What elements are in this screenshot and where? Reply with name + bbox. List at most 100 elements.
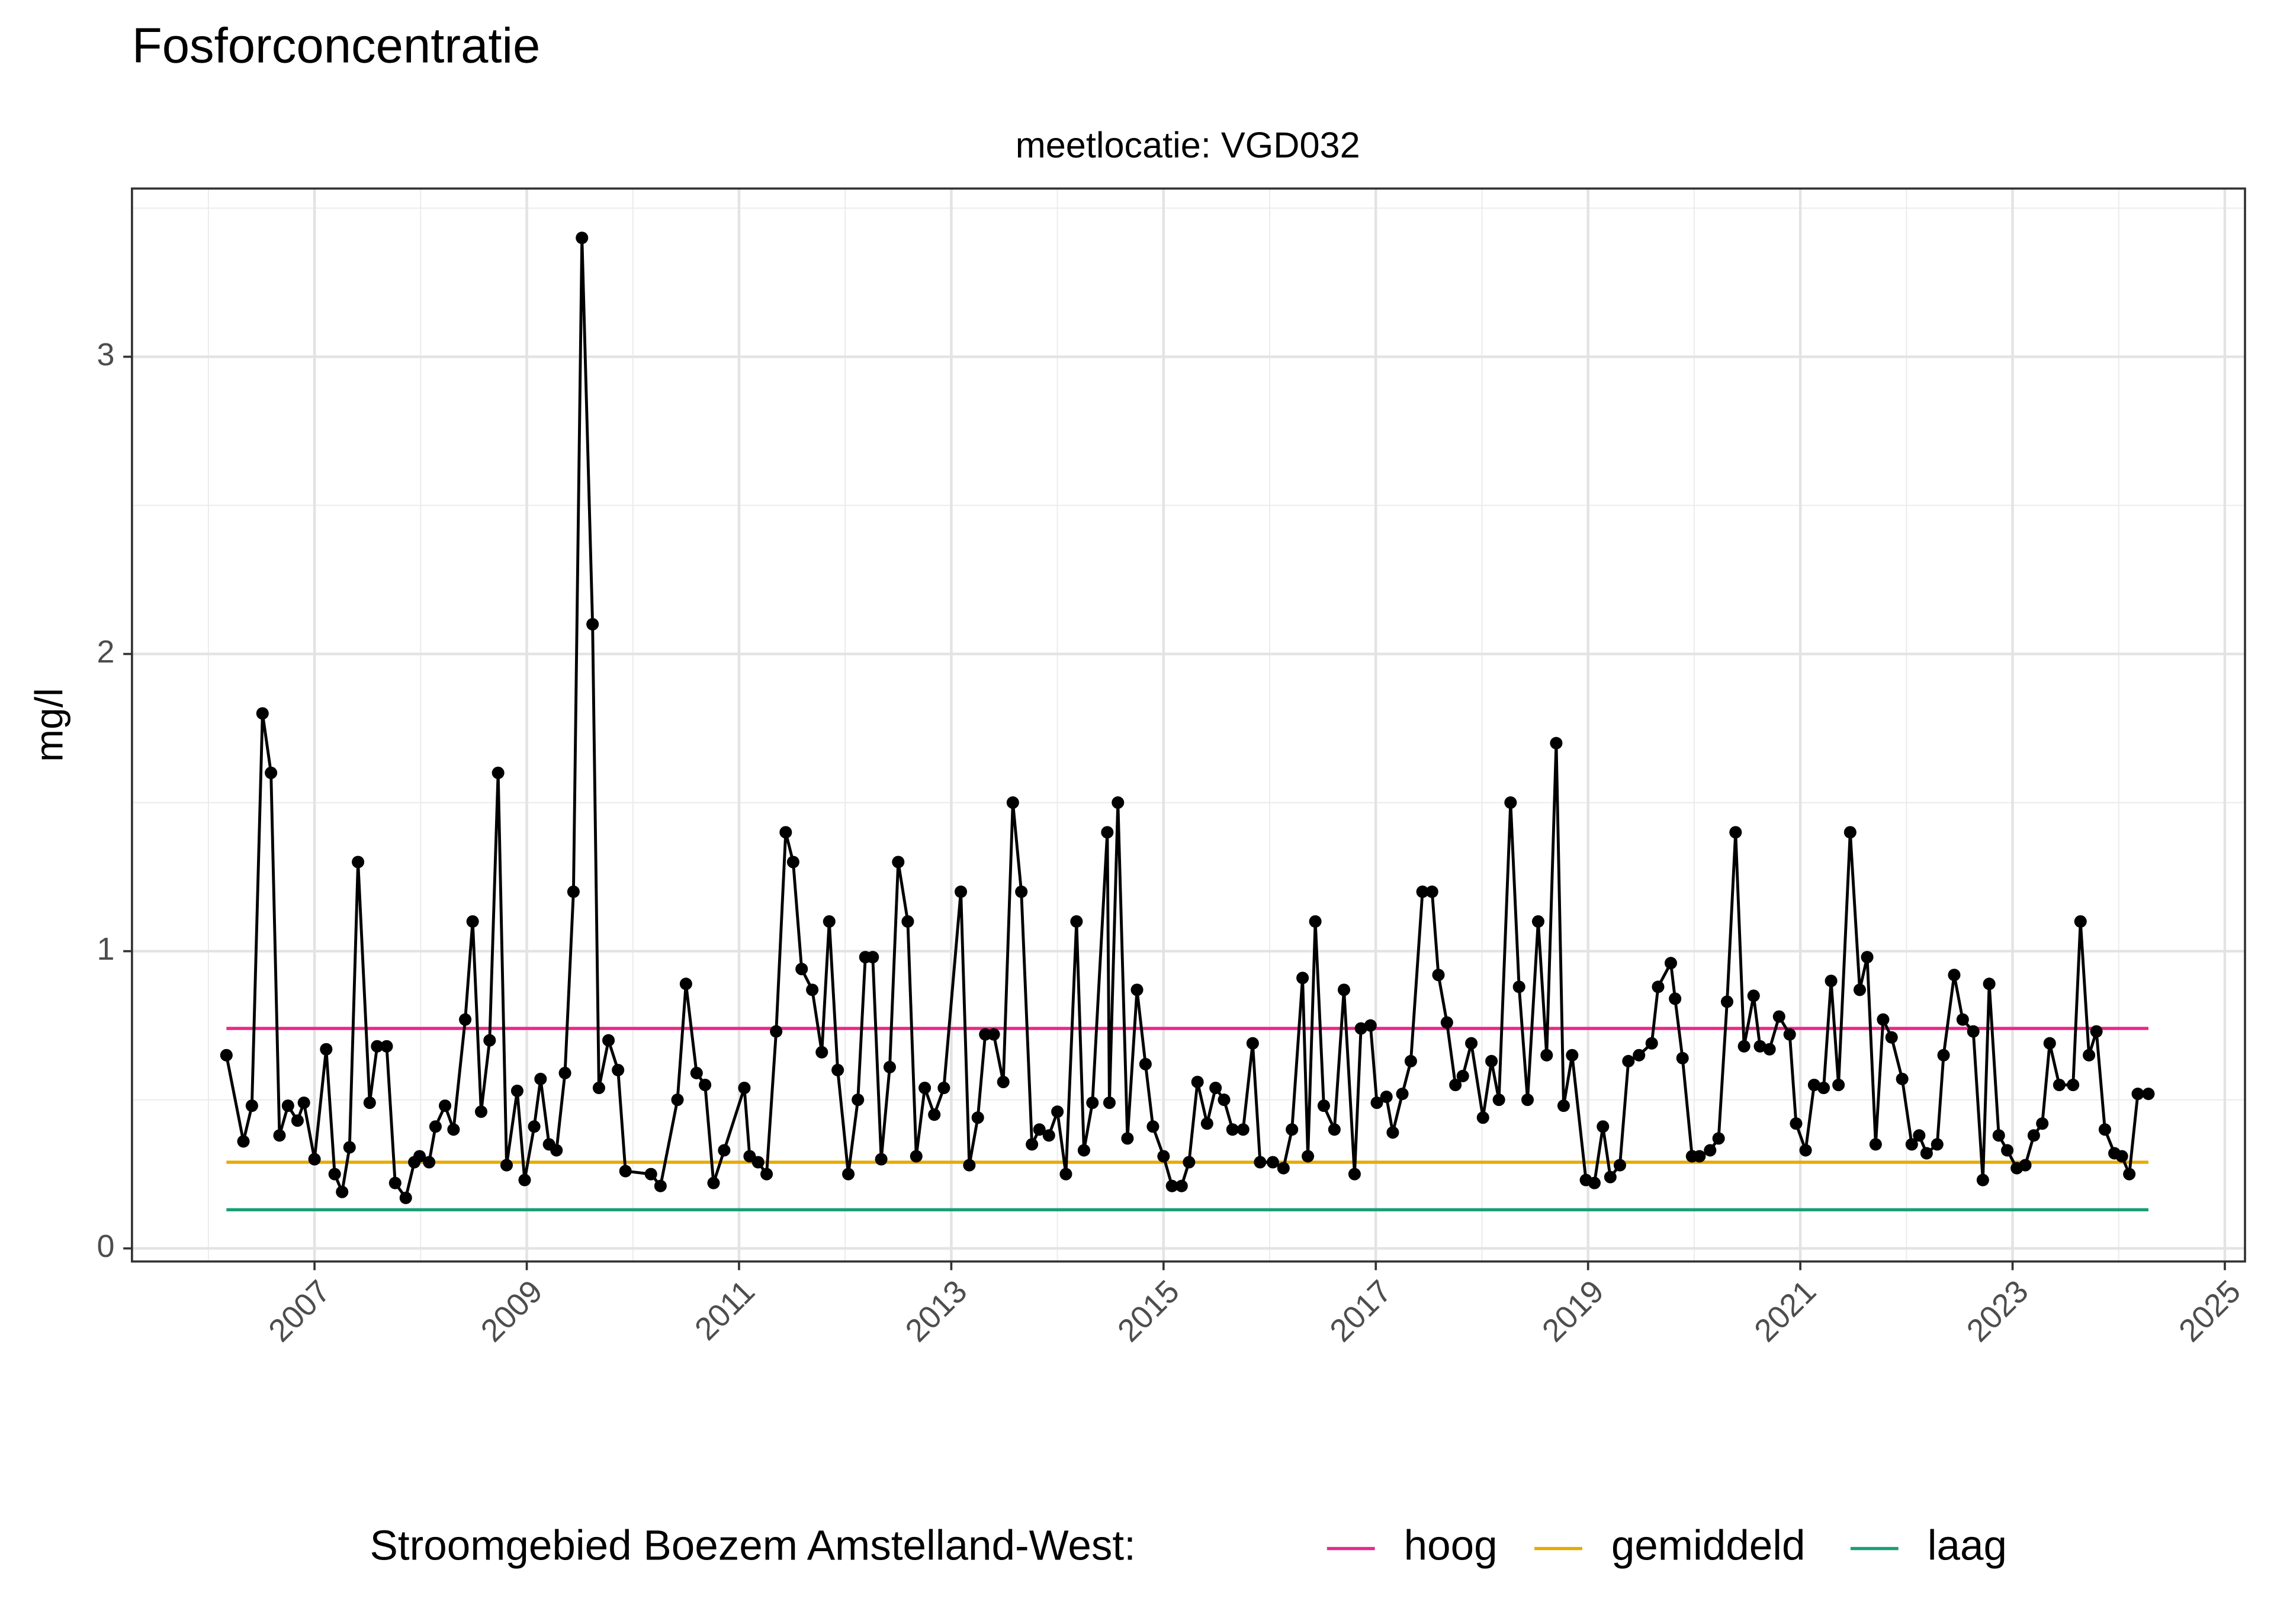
- data-point: [842, 1168, 855, 1181]
- data-point: [1807, 1078, 1820, 1092]
- data-point: [1425, 885, 1438, 898]
- data-point: [2123, 1168, 2136, 1181]
- data-point: [2043, 1037, 2056, 1050]
- data-point: [1226, 1123, 1239, 1136]
- data-point: [492, 766, 505, 779]
- data-point: [1440, 1016, 1453, 1029]
- data-point: [971, 1111, 984, 1124]
- data-point: [1309, 915, 1322, 928]
- data-point: [1386, 1126, 1399, 1139]
- data-point: [336, 1185, 349, 1198]
- data-point: [1465, 1037, 1478, 1050]
- data-point: [1286, 1123, 1299, 1136]
- legend-label: gemiddeld: [1611, 1522, 1806, 1569]
- data-point: [474, 1105, 488, 1118]
- data-point: [1747, 989, 1760, 1002]
- data-point: [1550, 737, 1563, 750]
- data-point: [770, 1025, 783, 1038]
- data-point: [265, 766, 278, 779]
- data-point: [273, 1129, 286, 1142]
- data-point: [1246, 1037, 1259, 1050]
- data-point: [1033, 1123, 1046, 1136]
- data-point: [1485, 1054, 1498, 1067]
- data-point: [1669, 992, 1682, 1005]
- data-point: [2019, 1159, 2032, 1172]
- data-point: [1832, 1078, 1845, 1092]
- data-point: [1613, 1159, 1626, 1172]
- data-point: [550, 1144, 563, 1157]
- data-point: [699, 1078, 712, 1092]
- data-point: [1449, 1078, 1462, 1092]
- data-point: [883, 1060, 896, 1073]
- data-point: [1266, 1156, 1279, 1169]
- data-point: [1531, 915, 1544, 928]
- data-point: [1183, 1156, 1196, 1169]
- data-point: [1512, 980, 1525, 993]
- data-point: [707, 1176, 720, 1189]
- data-point: [1015, 885, 1028, 898]
- data-point: [1364, 1019, 1377, 1032]
- data-point: [1720, 995, 1733, 1008]
- data-point: [1983, 977, 1996, 991]
- data-point: [1103, 1096, 1116, 1110]
- y-tick-label: 3: [97, 337, 115, 372]
- data-point: [1051, 1105, 1064, 1118]
- data-point: [500, 1159, 513, 1172]
- data-point: [1772, 1010, 1785, 1023]
- data-point: [399, 1191, 412, 1204]
- data-point: [612, 1063, 625, 1076]
- data-point: [1652, 980, 1665, 993]
- data-point: [1885, 1031, 1898, 1044]
- data-point: [308, 1153, 321, 1166]
- data-point: [644, 1168, 657, 1181]
- data-point: [679, 977, 692, 991]
- data-point: [1729, 826, 1742, 839]
- data-point: [823, 915, 836, 928]
- data-point: [910, 1150, 923, 1163]
- data-point: [1042, 1129, 1055, 1142]
- data-point: [2090, 1025, 2103, 1038]
- data-point: [1157, 1150, 1170, 1163]
- data-point: [892, 856, 905, 869]
- data-point: [2067, 1078, 2080, 1092]
- data-point: [592, 1081, 605, 1095]
- data-point: [937, 1081, 950, 1095]
- data-point: [558, 1066, 571, 1079]
- data-point: [954, 885, 968, 898]
- data-point: [1175, 1179, 1188, 1192]
- data-point: [1165, 1179, 1178, 1192]
- data-point: [1588, 1176, 1601, 1189]
- data-point: [602, 1034, 615, 1047]
- data-point: [1566, 1049, 1579, 1062]
- data-point: [534, 1072, 547, 1085]
- data-point: [1853, 983, 1867, 996]
- data-point: [1712, 1132, 1725, 1145]
- data-point: [567, 885, 580, 898]
- data-point: [576, 231, 589, 245]
- data-point: [1992, 1129, 2005, 1142]
- data-point: [1218, 1094, 1231, 1107]
- data-point: [1130, 983, 1144, 996]
- data-point: [352, 856, 365, 869]
- data-point: [1645, 1037, 1658, 1050]
- data-point: [2083, 1049, 2096, 1062]
- data-point: [423, 1156, 436, 1169]
- data-point: [388, 1176, 402, 1189]
- data-point: [875, 1153, 888, 1166]
- data-point: [371, 1040, 384, 1053]
- data-point: [1354, 1022, 1367, 1035]
- data-point: [997, 1075, 1010, 1089]
- data-point: [1799, 1144, 1812, 1157]
- data-point: [1905, 1138, 1918, 1151]
- data-point: [1504, 796, 1517, 809]
- data-point: [1633, 1049, 1646, 1062]
- data-point: [343, 1141, 356, 1154]
- data-point: [690, 1066, 703, 1079]
- data-point: [1869, 1138, 1882, 1151]
- data-point: [439, 1099, 452, 1112]
- data-point: [466, 915, 479, 928]
- data-point: [328, 1168, 341, 1181]
- data-point: [281, 1099, 294, 1112]
- data-point: [1817, 1081, 1830, 1095]
